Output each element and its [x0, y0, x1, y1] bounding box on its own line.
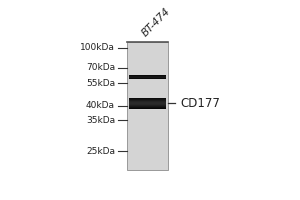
Text: CD177: CD177	[181, 97, 220, 110]
Bar	[129, 76, 166, 77]
Bar	[129, 107, 166, 108]
Bar	[129, 108, 166, 109]
Bar	[129, 104, 166, 105]
Bar	[129, 78, 166, 79]
Bar	[129, 102, 166, 103]
Text: 35kDa: 35kDa	[86, 116, 115, 125]
Bar	[129, 105, 166, 106]
Bar	[129, 98, 166, 99]
Bar	[129, 107, 166, 108]
Bar	[129, 98, 166, 99]
Bar	[129, 77, 166, 78]
Bar	[129, 101, 166, 102]
Bar	[127, 42, 168, 170]
Bar	[129, 103, 166, 104]
Bar	[129, 105, 166, 106]
Bar	[129, 104, 166, 105]
Text: 25kDa: 25kDa	[86, 147, 115, 156]
Bar	[129, 77, 166, 78]
Bar	[129, 99, 166, 100]
Bar	[129, 78, 166, 79]
Text: 40kDa: 40kDa	[86, 101, 115, 110]
Text: 70kDa: 70kDa	[86, 63, 115, 72]
Bar	[129, 102, 166, 103]
Bar	[129, 75, 166, 76]
Bar	[129, 77, 166, 78]
Text: 100kDa: 100kDa	[80, 43, 115, 52]
Text: 55kDa: 55kDa	[86, 79, 115, 88]
Bar	[129, 76, 166, 77]
Bar	[129, 100, 166, 101]
Text: BT-474: BT-474	[140, 6, 172, 39]
Bar	[129, 106, 166, 107]
Bar	[129, 103, 166, 104]
Bar	[129, 100, 166, 101]
Bar	[129, 75, 166, 76]
Bar	[129, 76, 166, 77]
